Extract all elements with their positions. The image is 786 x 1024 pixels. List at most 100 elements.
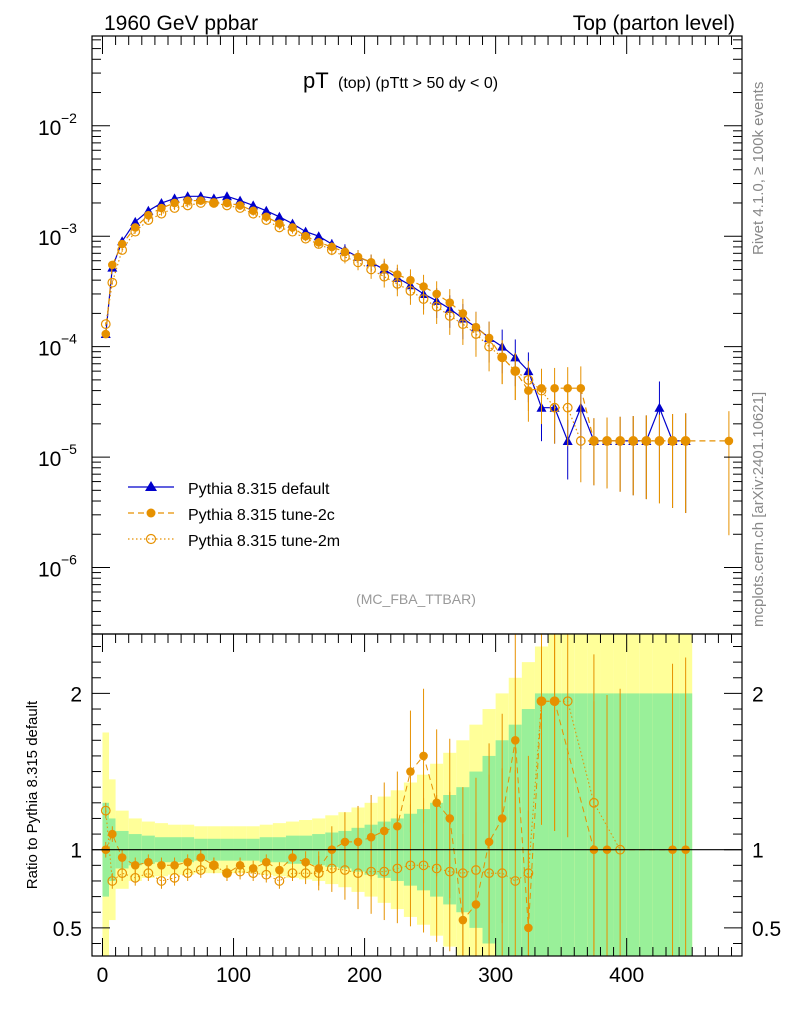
data-point — [300, 233, 311, 244]
plot-title-main: pT — [303, 68, 329, 93]
data-point — [100, 319, 111, 330]
data-point — [222, 200, 232, 211]
ratio-axes: 0 100 200 300 400 0.5 0.5 1 1 2 2 — [53, 633, 781, 987]
data-point — [431, 301, 442, 312]
ratio-ylabel: Ratio to Pythia 8.315 default — [24, 700, 41, 889]
data-point — [274, 222, 285, 233]
data-point — [628, 436, 639, 446]
data-point — [196, 196, 206, 205]
band-stat-bin — [639, 693, 653, 956]
ratio-point — [287, 868, 298, 879]
ratio-point — [379, 866, 390, 877]
data-point — [602, 436, 612, 446]
data-point — [680, 436, 691, 446]
data-point — [654, 402, 665, 412]
ratio-point — [510, 876, 521, 886]
ratio-point — [108, 829, 117, 839]
data-point — [195, 198, 206, 208]
data-point — [208, 198, 219, 208]
data-point — [108, 260, 117, 270]
ratio-point — [170, 861, 179, 870]
ratio-point — [353, 868, 363, 879]
series-line — [105, 202, 686, 442]
ratio-point — [313, 868, 324, 879]
y-tick-exponent: −2 — [61, 110, 77, 126]
legend: Pythia 8.315 default Pythia 8.315 tune-2… — [128, 481, 340, 550]
ratio-line — [105, 700, 686, 928]
data-point — [261, 215, 272, 225]
legend-entry-tune-2c: Pythia 8.315 tune-2c — [128, 507, 335, 524]
y-tick-label: 10 — [38, 117, 61, 140]
rivet-label: Rivet 4.1.0, ≥ 100k events — [750, 82, 767, 255]
band-stat-bin — [574, 693, 588, 956]
ratio-y-tick-label: 2 — [70, 683, 82, 706]
data-point — [576, 383, 586, 393]
legend-label-tune-2c: Pythia 8.315 tune-2c — [188, 507, 335, 524]
band-stat-bin — [652, 693, 666, 956]
x-tick-label: 100 — [216, 964, 251, 987]
ratio-point — [182, 868, 193, 879]
data-point — [589, 436, 599, 446]
data-point — [432, 289, 441, 299]
band-stat-bin — [626, 693, 640, 956]
data-point — [366, 264, 377, 275]
data-point — [287, 226, 298, 237]
ratio-point — [117, 868, 128, 879]
ratio-point — [288, 853, 297, 862]
data-point — [654, 436, 665, 446]
data-point — [510, 366, 521, 377]
data-point — [340, 251, 350, 262]
data-point — [497, 352, 508, 363]
ratio-point — [261, 857, 271, 867]
data-point — [549, 402, 560, 413]
ratio-point — [222, 868, 232, 879]
ratio-point — [248, 868, 259, 879]
legend-label-default: Pythia 8.315 default — [188, 481, 330, 498]
ratio-point — [157, 861, 166, 870]
y-tick-exponent: −6 — [61, 552, 77, 568]
ratio-point — [130, 872, 141, 883]
ratio-y-tick-label: 0.5 — [53, 918, 82, 941]
x-tick-label: 400 — [609, 964, 644, 987]
legend-circle-marker — [146, 508, 156, 518]
y-tick-exponent: −5 — [61, 441, 77, 457]
legend-entry-default: Pythia 8.315 default — [128, 481, 330, 498]
ratio-y-tick-label-right: 2 — [752, 683, 764, 706]
data-point — [379, 271, 390, 282]
data-point — [562, 402, 573, 413]
ratio-point — [130, 861, 140, 870]
x-tick-label: 0 — [97, 964, 109, 987]
data-point — [353, 257, 363, 268]
data-point — [143, 215, 154, 225]
data-point — [117, 245, 128, 255]
y-tick-exponent: −4 — [61, 331, 77, 347]
process-label: Top (parton level) — [573, 12, 735, 35]
data-point — [392, 278, 403, 289]
ratio-point — [457, 868, 468, 879]
ratio-point — [300, 868, 311, 879]
data-point — [170, 198, 179, 208]
energy-label: 1960 GeV ppbar — [104, 12, 258, 35]
data-point — [130, 226, 141, 237]
ratio-point — [156, 876, 167, 886]
data-point — [471, 329, 481, 339]
data-point — [221, 191, 232, 201]
ratio-point — [484, 868, 494, 879]
data-point — [130, 216, 141, 226]
ratio-point — [523, 868, 534, 879]
ratio-point — [431, 863, 442, 874]
data-point — [326, 245, 337, 255]
data-point — [101, 329, 111, 339]
ratio-point — [392, 863, 403, 874]
data-point — [248, 206, 258, 216]
ratio-point — [117, 853, 127, 862]
data-point — [641, 436, 652, 446]
y-tick-exponent: −3 — [61, 220, 77, 236]
ratio-point — [510, 735, 520, 745]
ratio-point — [536, 696, 547, 707]
series-line — [105, 195, 686, 443]
data-point — [169, 203, 180, 213]
data-point — [536, 385, 547, 396]
